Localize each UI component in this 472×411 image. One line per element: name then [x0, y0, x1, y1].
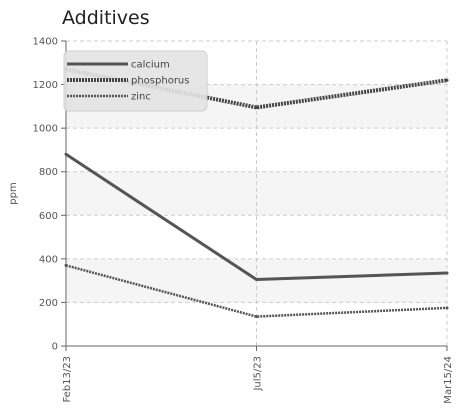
x-tick-label: Feb13/23 — [62, 356, 73, 403]
y-tick-label: 1200 — [33, 80, 58, 91]
data-point-calcium — [255, 278, 258, 282]
y-tick-label: 800 — [39, 167, 58, 178]
y-tick-label: 1400 — [33, 37, 58, 48]
legend-label-phosphorus: phosphorus — [131, 76, 189, 87]
data-point-phosphorus — [255, 105, 258, 109]
y-tick-label: 200 — [39, 298, 58, 309]
x-tick-label: Jul5/23 — [253, 356, 264, 392]
legend-label-calcium: calcium — [131, 60, 170, 71]
y-tick-label: 0 — [52, 342, 58, 353]
x-tick-label: Mar15/24 — [443, 356, 454, 404]
legend: calcium phosphorus zinc — [63, 50, 208, 112]
y-axis-label: ppm — [8, 182, 19, 204]
y-tick-label: 1000 — [33, 124, 58, 135]
y-tick-label: 600 — [39, 211, 58, 222]
chart-title: Additives — [62, 7, 150, 29]
tick-labels: 0 200 400 600 800 1000 1200 1400 Feb13/23 Jul5/23… — [33, 37, 454, 404]
data-point-zinc — [445, 306, 449, 310]
data-point-zinc — [64, 263, 68, 267]
legend-label-zinc: zinc — [131, 92, 151, 103]
y-tick-label: 400 — [39, 254, 58, 265]
data-point-zinc — [255, 315, 258, 319]
data-point-phosphorus — [445, 78, 449, 82]
data-point-calcium — [64, 152, 68, 156]
data-point-calcium — [445, 271, 449, 275]
legend-box — [63, 50, 208, 112]
series-line-zinc — [65, 264, 448, 318]
grid-band — [66, 171, 447, 216]
